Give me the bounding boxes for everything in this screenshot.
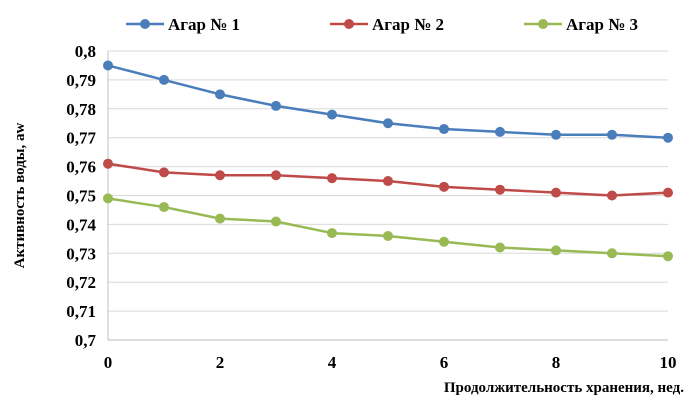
data-point bbox=[271, 216, 281, 227]
data-point bbox=[383, 118, 393, 129]
gridlines bbox=[108, 50, 668, 312]
y-tick-label: 0,8 bbox=[75, 42, 96, 61]
data-point bbox=[327, 228, 337, 239]
x-axis-title: Продолжительность хранения, нед. bbox=[444, 380, 684, 396]
legend-label: Агар № 3 bbox=[566, 15, 638, 34]
data-point bbox=[271, 100, 281, 111]
data-point bbox=[551, 245, 561, 256]
data-point bbox=[439, 124, 449, 135]
data-point bbox=[439, 181, 449, 192]
data-point bbox=[327, 109, 337, 120]
legend-label: Агар № 2 bbox=[372, 15, 444, 34]
y-axis-title: Активность воды, aw bbox=[12, 123, 28, 269]
y-tick-label: 0,75 bbox=[66, 187, 96, 206]
data-point bbox=[607, 248, 617, 259]
data-point bbox=[383, 230, 393, 241]
data-point bbox=[103, 158, 113, 169]
legend-marker bbox=[140, 19, 150, 29]
y-tick-label: 0,78 bbox=[66, 100, 96, 119]
legend-label: Агар № 1 bbox=[168, 15, 240, 34]
series-1 bbox=[103, 60, 673, 143]
series-2 bbox=[103, 158, 673, 201]
series-3 bbox=[103, 193, 673, 262]
x-tick-label: 10 bbox=[660, 353, 677, 372]
data-point bbox=[663, 251, 673, 262]
data-point bbox=[215, 89, 225, 100]
data-point bbox=[439, 236, 449, 247]
x-tick-label: 2 bbox=[216, 353, 225, 372]
data-point bbox=[103, 60, 113, 71]
x-tick-label: 4 bbox=[328, 353, 337, 372]
series-layer bbox=[103, 60, 673, 262]
data-point bbox=[607, 190, 617, 201]
data-point bbox=[383, 176, 393, 187]
data-point bbox=[663, 132, 673, 143]
y-tick-label: 0,71 bbox=[66, 302, 96, 321]
data-point bbox=[215, 170, 225, 181]
legend-item: Агар № 3 bbox=[524, 15, 638, 34]
data-point bbox=[607, 129, 617, 140]
y-tick-label: 0,7 bbox=[75, 331, 97, 350]
data-point bbox=[103, 193, 113, 204]
legend-item: Агар № 1 bbox=[126, 15, 240, 34]
data-point bbox=[159, 167, 169, 178]
data-point bbox=[551, 187, 561, 198]
data-point bbox=[495, 126, 505, 137]
data-point bbox=[495, 184, 505, 195]
legend-marker bbox=[344, 19, 354, 29]
legend-marker bbox=[538, 19, 548, 29]
legend: Агар № 1 Агар № 2 Агар № 3 bbox=[126, 15, 638, 34]
legend-item: Агар № 2 bbox=[330, 15, 444, 34]
y-tick-label: 0,73 bbox=[66, 244, 96, 263]
data-point bbox=[551, 129, 561, 140]
y-tick-label: 0,74 bbox=[66, 215, 96, 234]
data-point bbox=[663, 187, 673, 198]
data-point bbox=[495, 242, 505, 253]
data-point bbox=[159, 202, 169, 213]
series-line bbox=[106, 197, 670, 258]
y-tick-label: 0,72 bbox=[66, 273, 96, 292]
x-tick-label: 8 bbox=[552, 353, 561, 372]
data-point bbox=[327, 173, 337, 184]
y-tick-label: 0,77 bbox=[66, 129, 96, 148]
y-tick-label: 0,79 bbox=[66, 71, 96, 90]
x-tick-label: 0 bbox=[104, 353, 113, 372]
data-point bbox=[159, 74, 169, 85]
tick-labels: 0,7 0,71 0,72 0,73 0,74 0,75 0,76 0,77 0,78 0,79 0… bbox=[66, 42, 676, 372]
data-point bbox=[215, 213, 225, 224]
x-tick-label: 6 bbox=[440, 353, 449, 372]
data-point bbox=[271, 170, 281, 181]
y-tick-label: 0,76 bbox=[66, 158, 96, 177]
